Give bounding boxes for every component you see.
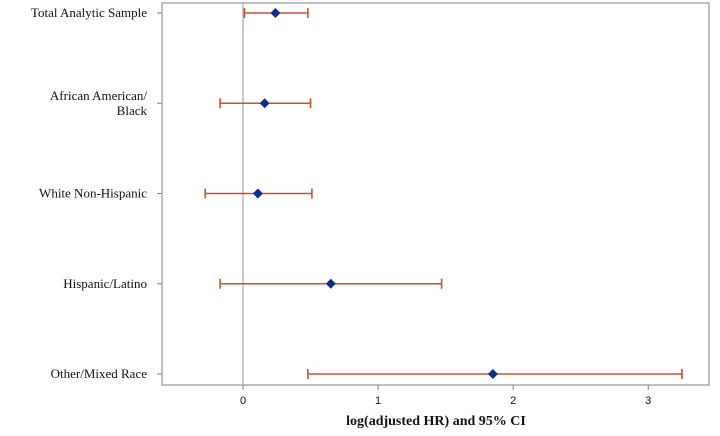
category-label-line: Hispanic/Latino [63, 276, 147, 291]
x-tick-label: 0 [240, 395, 246, 407]
point-estimate-marker [325, 278, 336, 289]
x-tick-label: 2 [510, 395, 516, 407]
category-label-line: African American/ [50, 88, 147, 103]
category-label: Total Analytic Sample [31, 5, 147, 20]
category-label: White Non-Hispanic [39, 186, 147, 201]
category-label-line: Total Analytic Sample [31, 5, 147, 20]
category-label-line: Black [117, 103, 148, 118]
x-axis-title: log(adjusted HR) and 95% CI [346, 414, 526, 429]
category-label: Hispanic/Latino [63, 276, 147, 291]
category-label: African American/Black [50, 88, 148, 118]
x-tick-label: 3 [645, 395, 651, 407]
category-label-line: White Non-Hispanic [39, 186, 147, 201]
x-tick-label: 1 [375, 395, 381, 407]
category-label-line: Other/Mixed Race [51, 366, 148, 381]
point-estimate-marker [270, 8, 281, 18]
point-estimate-marker [487, 369, 498, 379]
point-estimate-marker [259, 98, 270, 109]
category-label: Other/Mixed Race [51, 366, 148, 381]
point-estimate-marker [252, 188, 263, 199]
